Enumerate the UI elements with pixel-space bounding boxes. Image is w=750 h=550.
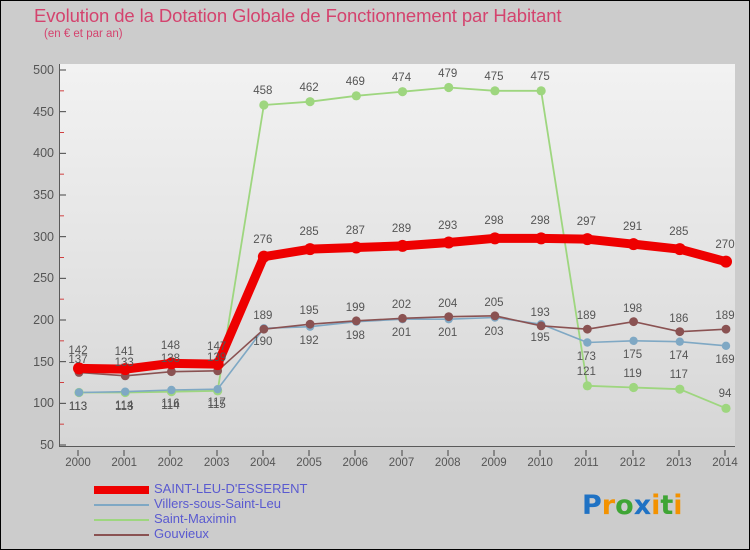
legend-item[interactable]: Villers-sous-Saint-Leu bbox=[94, 496, 424, 512]
x-axis-tick bbox=[585, 450, 587, 456]
x-axis-tick-label: 2000 bbox=[65, 457, 91, 469]
logo-letter: o bbox=[615, 490, 634, 521]
x-axis-tick-label: 2006 bbox=[342, 457, 369, 469]
x-axis-tick-label: 2009 bbox=[481, 457, 507, 469]
logo-letter: P bbox=[582, 490, 602, 521]
x-axis-tick bbox=[724, 450, 726, 456]
x-axis: 2000 2001 2002 2003 2004 2005 2006 2007 2008 2009… bbox=[59, 450, 738, 472]
legend-color-swatch bbox=[94, 485, 149, 494]
chart-header: Evolution de la Dotation Globale de Fonc… bbox=[0, 0, 750, 48]
x-axis-tick-label: 2011 bbox=[573, 457, 599, 469]
x-axis-tick-label: 2002 bbox=[157, 457, 184, 469]
x-axis-tick-label: 2003 bbox=[203, 457, 230, 469]
x-axis-tick bbox=[262, 450, 264, 456]
x-axis-tick bbox=[447, 450, 449, 456]
y-axis-tick-label: 350 bbox=[33, 188, 54, 202]
y-axis-tick-label: 300 bbox=[33, 229, 54, 244]
x-axis-tick bbox=[308, 450, 310, 456]
y-axis-tick-label: 500 bbox=[33, 63, 54, 77]
x-axis-tick-label: 2001 bbox=[111, 457, 137, 469]
x-axis-tick bbox=[216, 450, 218, 456]
x-axis-tick bbox=[354, 450, 356, 456]
x-axis-tick-label: 2013 bbox=[665, 457, 692, 469]
legend-item-label: SAINT-LEU-D'ESSERENT bbox=[154, 481, 308, 496]
y-axis-tick-label: 450 bbox=[33, 104, 54, 119]
x-axis-tick bbox=[632, 450, 634, 456]
y-axis-tick-label: 200 bbox=[33, 313, 54, 327]
legend-item[interactable]: SAINT-LEU-D'ESSERENT bbox=[94, 481, 424, 497]
x-axis-tick-label: 2005 bbox=[296, 457, 322, 469]
y-axis-tick-label: 100 bbox=[33, 396, 54, 411]
logo-letter: r bbox=[601, 490, 616, 521]
x-axis-tick bbox=[123, 450, 125, 456]
y-axis-tick-label: 400 bbox=[33, 146, 54, 161]
chart-subtitle: (en € et par an) bbox=[44, 28, 123, 40]
legend-item[interactable]: Gouvieux bbox=[94, 526, 424, 542]
y-axis: 50 100 150 200 250 300 350 400 450 500 bbox=[4, 63, 54, 452]
x-axis-tick-label: 2014 bbox=[712, 457, 738, 469]
y-axis-tick-label: 250 bbox=[33, 271, 54, 286]
legend-item-label: Saint-Maximin bbox=[154, 511, 237, 526]
x-axis-tick-label: 2010 bbox=[527, 457, 553, 469]
logo-letter: x bbox=[633, 490, 652, 521]
x-axis-tick-label: 2004 bbox=[250, 457, 276, 469]
logo-letter: t bbox=[660, 490, 674, 521]
x-axis-tick-label: 2012 bbox=[619, 457, 646, 469]
legend-item-label: Gouvieux bbox=[154, 526, 209, 541]
x-axis-tick bbox=[493, 450, 495, 456]
chart-canvas bbox=[60, 69, 732, 446]
logo-letter: i bbox=[673, 490, 683, 521]
x-axis-tick bbox=[401, 450, 402, 456]
y-axis-tick-label: 50 bbox=[40, 438, 54, 452]
proxiti-logo: Proxiti bbox=[582, 490, 683, 521]
y-axis-tick-label: 150 bbox=[33, 354, 54, 369]
x-axis-tick bbox=[539, 450, 541, 456]
legend-color-swatch bbox=[94, 503, 149, 506]
legend-item[interactable]: Saint-Maximin bbox=[94, 511, 424, 527]
x-axis-tick bbox=[678, 450, 680, 456]
chart-legend: SAINT-LEU-D'ESSERENT Villers-sous-Saint-L… bbox=[94, 481, 424, 542]
x-axis-tick-label: 2007 bbox=[388, 457, 415, 469]
logo-letter: i bbox=[651, 490, 661, 521]
page-title: Evolution de la Dotation Globale de Fonc… bbox=[34, 5, 562, 26]
legend-item-label: Villers-sous-Saint-Leu bbox=[154, 496, 281, 511]
plot-area bbox=[59, 64, 735, 447]
legend-color-swatch bbox=[94, 518, 149, 521]
x-axis-tick-label: 2008 bbox=[434, 457, 461, 469]
x-axis-tick bbox=[169, 450, 171, 456]
legend-color-swatch bbox=[94, 533, 149, 536]
x-axis-tick bbox=[77, 450, 79, 456]
